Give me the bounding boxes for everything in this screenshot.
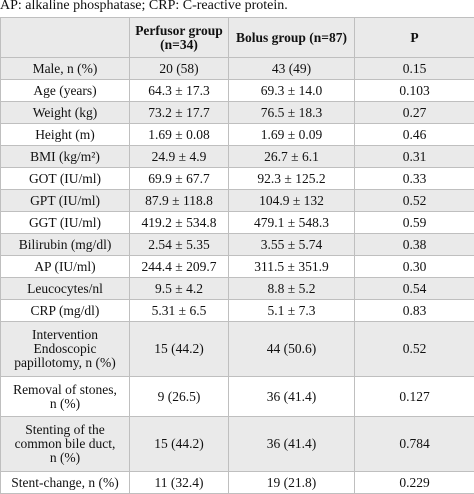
p-value-cell: 0.83 — [355, 300, 474, 322]
data-table: Perfusor group(n=34) Bolus group (n=87) … — [0, 17, 474, 494]
p-value-cell: 0.784 — [355, 417, 474, 472]
row-label-cell: Male, n (%) — [1, 58, 130, 80]
p-value-cell: 0.33 — [355, 168, 474, 190]
bolus-value-cell: 26.7 ± 6.1 — [229, 146, 355, 168]
p-value-cell: 0.229 — [355, 472, 474, 494]
row-label-cell: AP (IU/ml) — [1, 256, 130, 278]
table-row: Removal of stones,n (%)9 (26.5)36 (41.4)… — [1, 377, 474, 417]
bolus-value-cell: 76.5 ± 18.3 — [229, 102, 355, 124]
table-row: Stent-change, n (%)11 (32.4)19 (21.8)0.2… — [1, 472, 474, 494]
p-value-cell: 0.31 — [355, 146, 474, 168]
bolus-value-cell: 311.5 ± 351.9 — [229, 256, 355, 278]
bolus-value-cell: 479.1 ± 548.3 — [229, 212, 355, 234]
perfusor-value-cell: 69.9 ± 67.7 — [130, 168, 229, 190]
table-caption: AP: alkaline phosphatase; CRP: C-reactiv… — [0, 0, 474, 17]
row-label-cell: BMI (kg/m²) — [1, 146, 130, 168]
bolus-value-cell: 69.3 ± 14.0 — [229, 80, 355, 102]
row-label-cell: GPT (IU/ml) — [1, 190, 130, 212]
perfusor-value-cell: 15 (44.2) — [130, 417, 229, 472]
bolus-value-cell: 43 (49) — [229, 58, 355, 80]
perfusor-value-cell: 5.31 ± 6.5 — [130, 300, 229, 322]
perfusor-value-cell: 87.9 ± 118.8 — [130, 190, 229, 212]
bolus-value-cell: 104.9 ± 132 — [229, 190, 355, 212]
table-header: Perfusor group(n=34) Bolus group (n=87) … — [1, 18, 474, 58]
p-value-cell: 0.46 — [355, 124, 474, 146]
bolus-value-cell: 19 (21.8) — [229, 472, 355, 494]
perfusor-value-cell: 11 (32.4) — [130, 472, 229, 494]
perfusor-value-cell: 244.4 ± 209.7 — [130, 256, 229, 278]
header-perfusor-group: Perfusor group(n=34) — [130, 18, 229, 58]
row-label-cell: GOT (IU/ml) — [1, 168, 130, 190]
table-row: Male, n (%)20 (58)43 (49)0.15 — [1, 58, 474, 80]
p-value-cell: 0.59 — [355, 212, 474, 234]
bolus-value-cell: 36 (41.4) — [229, 377, 355, 417]
p-value-cell: 0.30 — [355, 256, 474, 278]
p-value-cell: 0.27 — [355, 102, 474, 124]
perfusor-value-cell: 73.2 ± 17.7 — [130, 102, 229, 124]
bolus-value-cell: 8.8 ± 5.2 — [229, 278, 355, 300]
perfusor-value-cell: 64.3 ± 17.3 — [130, 80, 229, 102]
header-label-column — [1, 18, 130, 58]
row-label-cell: Leucocytes/nl — [1, 278, 130, 300]
perfusor-value-cell: 9 (26.5) — [130, 377, 229, 417]
p-value-cell: 0.127 — [355, 377, 474, 417]
bolus-value-cell: 5.1 ± 7.3 — [229, 300, 355, 322]
perfusor-value-cell: 9.5 ± 4.2 — [130, 278, 229, 300]
bolus-value-cell: 1.69 ± 0.09 — [229, 124, 355, 146]
perfusor-value-cell: 419.2 ± 534.8 — [130, 212, 229, 234]
row-label-cell: Height (m) — [1, 124, 130, 146]
row-label-cell: Age (years) — [1, 80, 130, 102]
p-value-cell: 0.103 — [355, 80, 474, 102]
row-label-cell: GGT (IU/ml) — [1, 212, 130, 234]
row-label-cell: CRP (mg/dl) — [1, 300, 130, 322]
row-label-cell: Removal of stones,n (%) — [1, 377, 130, 417]
row-label-cell: Weight (kg) — [1, 102, 130, 124]
p-value-cell: 0.52 — [355, 190, 474, 212]
bolus-value-cell: 92.3 ± 125.2 — [229, 168, 355, 190]
bolus-value-cell: 36 (41.4) — [229, 417, 355, 472]
p-value-cell: 0.15 — [355, 58, 474, 80]
perfusor-value-cell: 15 (44.2) — [130, 322, 229, 377]
row-label-cell: Stent-change, n (%) — [1, 472, 130, 494]
header-bolus-group: Bolus group (n=87) — [229, 18, 355, 58]
perfusor-value-cell: 2.54 ± 5.35 — [130, 234, 229, 256]
perfusor-value-cell: 24.9 ± 4.9 — [130, 146, 229, 168]
bolus-value-cell: 44 (50.6) — [229, 322, 355, 377]
p-value-cell: 0.52 — [355, 322, 474, 377]
perfusor-value-cell: 1.69 ± 0.08 — [130, 124, 229, 146]
perfusor-value-cell: 20 (58) — [130, 58, 229, 80]
p-value-cell: 0.38 — [355, 234, 474, 256]
p-value-cell: 0.54 — [355, 278, 474, 300]
bolus-value-cell: 3.55 ± 5.74 — [229, 234, 355, 256]
header-p-value: P — [355, 18, 474, 58]
row-label-cell: Bilirubin (mg/dl) — [1, 234, 130, 256]
